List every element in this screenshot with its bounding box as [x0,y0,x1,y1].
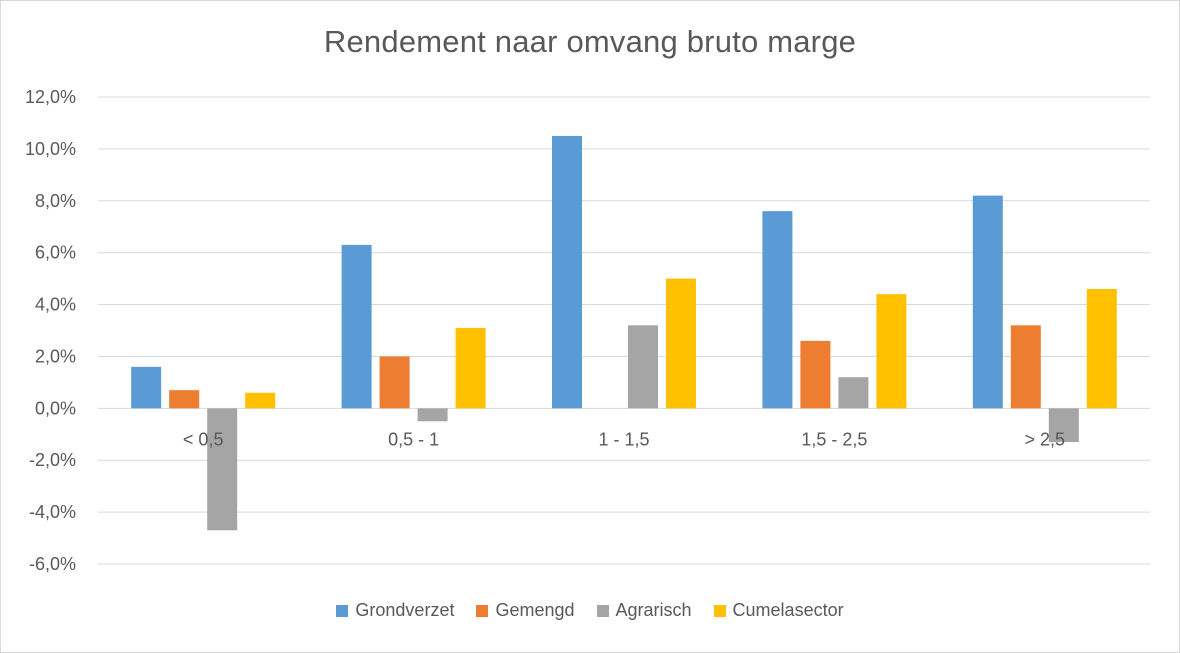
y-tick-label: 0,0% [35,398,76,418]
legend-item: Gemengd [476,600,575,621]
x-category-label: 1 - 1,5 [598,429,649,449]
bar-cumelasector [876,294,907,409]
legend-label: Gemengd [495,600,575,620]
legend-label: Grondverzet [355,600,455,620]
legend-label: Cumelasector [732,600,844,620]
bar-cumelasector [245,392,276,409]
bar-cumelasector [666,278,696,409]
bar-grondverzet [972,195,1003,409]
legend-label: Agrarisch [615,600,692,620]
y-tick-label: -6,0% [29,554,76,574]
chart-title: Rendement naar omvang bruto marge [323,24,857,59]
y-tick-label: 6,0% [35,243,76,263]
y-tick-label: 8,0% [35,191,76,211]
y-tick-label: 4,0% [35,295,76,315]
bar-cumelasector [455,327,486,409]
bar-agrarisch [628,325,658,409]
y-tick-label: 12,0% [25,87,76,107]
legend-swatch [336,604,349,617]
bar-gemengd [1010,325,1041,409]
legend-item: Agrarisch [596,600,692,621]
legend-item: Grondverzet [336,600,454,621]
bar-grondverzet [762,211,793,409]
x-category-label: 0,5 - 1 [388,429,439,449]
legend-swatch [713,604,726,617]
bar-grondverzet [552,135,582,409]
bar-gemengd [800,340,831,409]
bar-agrarisch [417,408,448,422]
x-category-label: 1,5 - 2,5 [801,429,867,449]
bar-gemengd [379,356,410,409]
legend-item: Cumelasector [713,600,844,621]
y-tick-label: -4,0% [29,502,76,522]
bar-grondverzet [341,244,372,409]
x-category-label: > 2,5 [1025,429,1066,449]
y-tick-label: -2,0% [29,450,76,470]
bar-agrarisch [207,408,238,531]
bar-cumelasector [1086,288,1117,409]
bar-gemengd [169,390,200,409]
legend-swatch [476,604,489,617]
bar-agrarisch [838,377,869,409]
bar-grondverzet [131,366,162,409]
y-tick-label: 2,0% [35,346,76,366]
legend: Grondverzet Gemengd Agrarisch Cumelasector [0,600,1180,621]
y-tick-label: 10,0% [25,139,76,159]
x-category-label: < 0,5 [183,429,224,449]
bar-agrarisch [1048,408,1079,443]
legend-swatch [596,604,609,617]
